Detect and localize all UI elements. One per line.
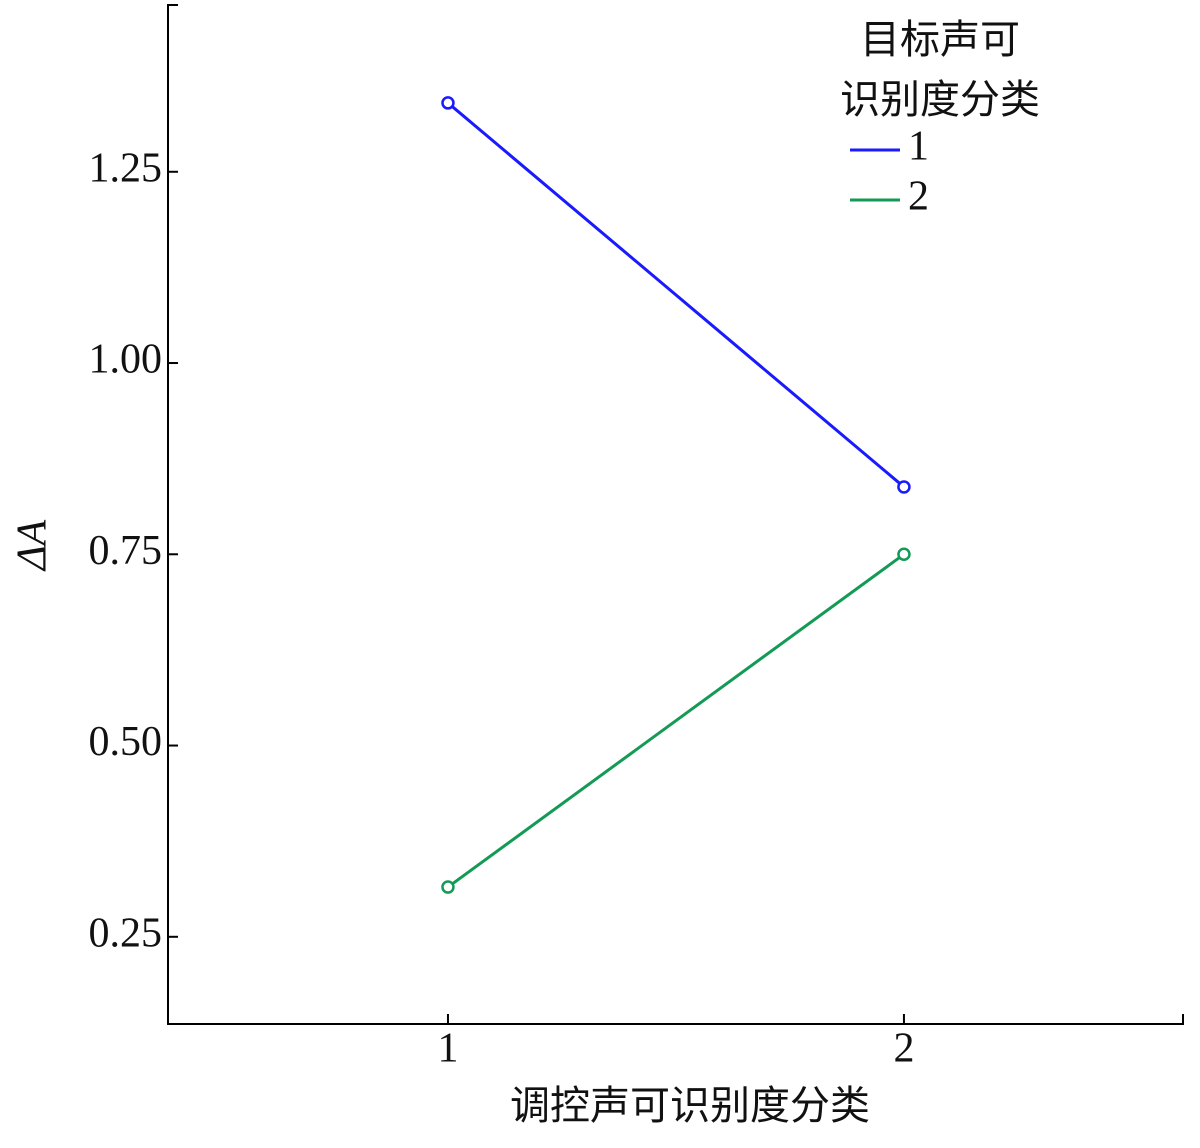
y-tick-label: 1.00 bbox=[89, 337, 163, 383]
x-tick-label: 1 bbox=[437, 1026, 458, 1072]
y-axis-label: ΔA bbox=[10, 520, 56, 573]
axes bbox=[167, 4, 1184, 1025]
legend-title: 识别度分类 bbox=[840, 77, 1040, 123]
data-point bbox=[441, 96, 455, 110]
series-line bbox=[447, 553, 905, 889]
data-point bbox=[897, 547, 911, 562]
legend-title: 目标声可 bbox=[860, 17, 1020, 63]
x-axis-label: 调控声可识别度分类 bbox=[510, 1083, 870, 1129]
legend-label: 1 bbox=[908, 124, 929, 170]
series-line bbox=[447, 101, 905, 489]
x-tick-label: 2 bbox=[893, 1026, 914, 1072]
y-tick-label: 0.25 bbox=[89, 910, 163, 956]
data-point bbox=[897, 480, 911, 494]
legend-label: 2 bbox=[908, 174, 929, 220]
y-tick-label: 0.75 bbox=[89, 528, 163, 574]
y-tick-label: 1.25 bbox=[89, 145, 163, 191]
y-tick-label: 0.50 bbox=[89, 719, 163, 765]
data-point bbox=[441, 880, 455, 894]
